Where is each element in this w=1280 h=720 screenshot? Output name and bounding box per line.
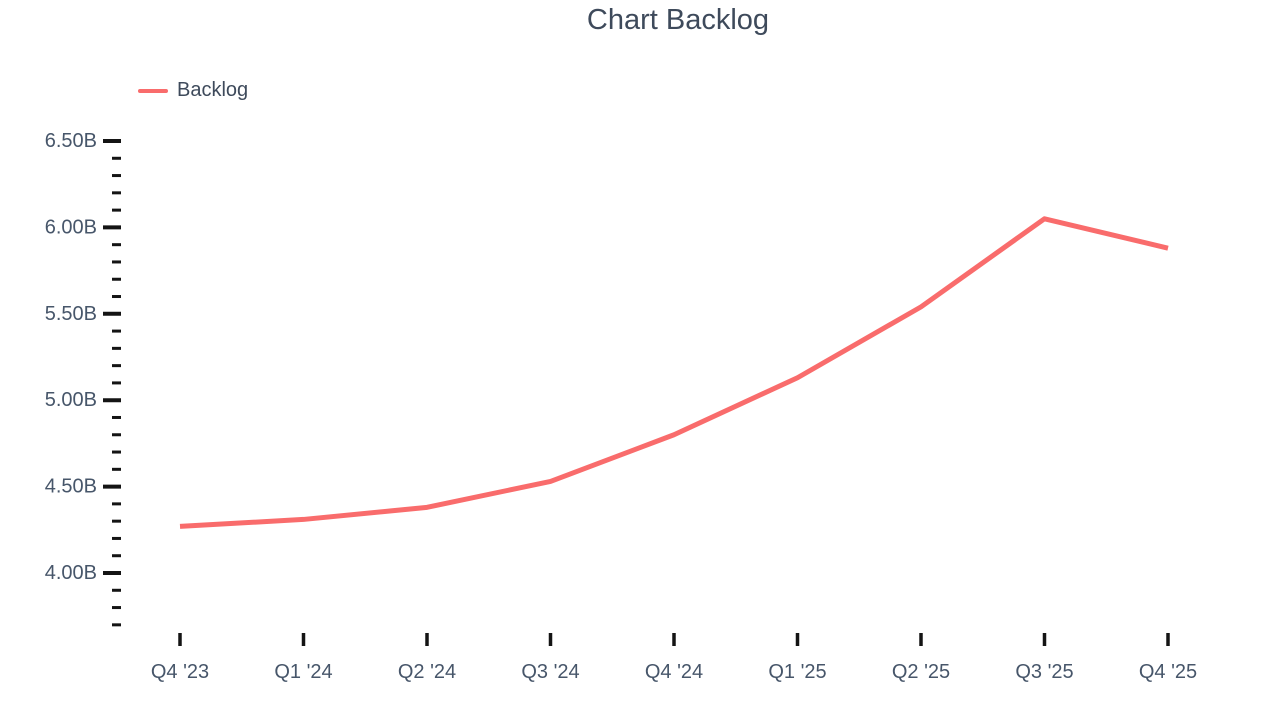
- y-axis-label: 4.00B: [45, 562, 97, 584]
- y-axis-label: 6.50B: [45, 130, 97, 152]
- x-axis-label: Q4 '25: [1139, 661, 1197, 683]
- legend: Backlog: [138, 79, 248, 102]
- x-axis-label: Q4 '24: [645, 661, 703, 683]
- x-axis-label: Q2 '24: [398, 661, 456, 683]
- x-axis-label: Q2 '25: [892, 661, 950, 683]
- series-line-backlog: [179, 216, 1169, 529]
- y-axis-label: 5.50B: [45, 303, 97, 325]
- y-axis-label: 6.00B: [45, 216, 97, 238]
- x-axis-label: Q3 '25: [1015, 661, 1073, 683]
- legend-item-backlog[interactable]: Backlog: [138, 79, 248, 102]
- chart-title: Chart Backlog: [586, 4, 770, 36]
- x-axis-label: Q3 '24: [521, 661, 579, 683]
- legend-label: Backlog: [177, 79, 249, 101]
- y-axis-label: 5.00B: [45, 389, 97, 411]
- x-axis-label: Q1 '25: [768, 661, 826, 683]
- x-axis-label: Q4 '23: [151, 661, 209, 683]
- y-axis-label: 4.50B: [45, 476, 97, 498]
- legend-line-swatch-icon: [138, 88, 168, 93]
- x-axis-label: Q1 '24: [274, 661, 332, 683]
